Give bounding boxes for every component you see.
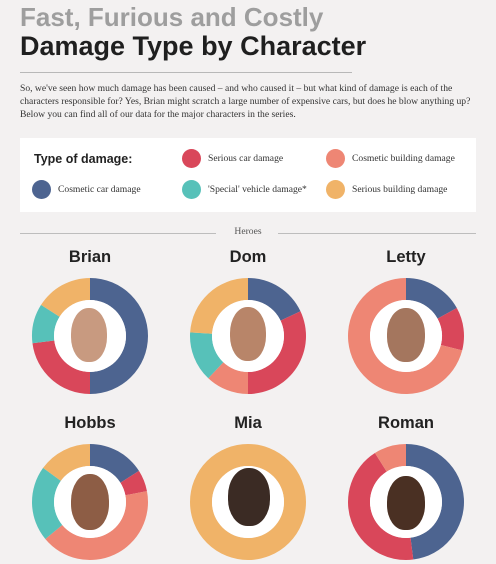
donut-segment-dom-cosmetic-building-damage (208, 362, 248, 394)
donut-chart-letty (348, 278, 464, 394)
portrait-hobbs (71, 474, 109, 530)
legend-box: Type of damage: Serious car damage Cosme… (20, 138, 476, 212)
section-line-left (20, 233, 216, 234)
donut-segment-dom-serious-building-damage (190, 278, 248, 334)
character-name-roman: Roman (378, 414, 434, 432)
section-label-heroes: Heroes (234, 226, 262, 237)
legend-heading: Type of damage: (34, 152, 133, 166)
legend-dot-cosmetic-building (326, 149, 345, 168)
character-name-mia: Mia (234, 414, 262, 432)
legend-label-serious-building: Serious building damage (352, 184, 448, 195)
portrait-mia (228, 468, 270, 526)
donut-segment-letty-serious-car-damage (437, 308, 464, 351)
portrait-roman (387, 476, 425, 530)
legend-item-serious-building: Serious building damage (326, 180, 447, 199)
donut-segment-hobbs-cosmetic-building-damage (45, 491, 148, 560)
section-divider-heroes: Heroes (20, 226, 476, 240)
donut-segment-brian-cosmetic-car-damage (90, 278, 148, 394)
legend-dot-serious-building (326, 180, 345, 199)
donut-segment-letty-cosmetic-car-damage (406, 278, 457, 319)
portrait-brian (71, 308, 107, 362)
portrait-dom (230, 307, 266, 361)
donut-segment-dom-special-vehicle-damage (190, 332, 224, 379)
legend-item-cosmetic-car: Cosmetic car damage (32, 180, 141, 199)
donut-segment-dom-cosmetic-car-damage (248, 278, 301, 321)
character-name-hobbs: Hobbs (64, 414, 116, 432)
intro-paragraph: So, we've seen how much damage has been … (20, 83, 471, 120)
donut-segment-hobbs-cosmetic-car-damage (90, 444, 139, 483)
legend-dot-special-vehicle (182, 180, 201, 199)
portrait-letty (387, 308, 425, 362)
section-line-right (278, 233, 476, 234)
legend-dot-serious-car (182, 149, 201, 168)
donut-segment-roman-serious-car-damage (348, 453, 414, 560)
donut-segment-roman-cosmetic-car-damage (406, 444, 464, 560)
legend-label-serious-car: Serious car damage (208, 153, 284, 164)
legend-dot-cosmetic-car (32, 180, 51, 199)
donut-segment-brian-special-vehicle-damage (32, 304, 60, 344)
donut-segment-mia-serious-building-damage (190, 444, 306, 560)
character-name-dom: Dom (229, 248, 267, 266)
title-line-1: Fast, Furious and Costly (20, 2, 324, 32)
donut-segment-hobbs-special-vehicle-damage (32, 467, 63, 539)
donut-segment-hobbs-serious-car-damage (120, 470, 147, 496)
legend-item-special-vehicle: 'Special' vehicle damage* (182, 180, 307, 199)
character-name-letty: Letty (386, 248, 426, 266)
donut-segment-dom-serious-car-damage (248, 311, 306, 394)
donut-segment-brian-serious-car-damage (32, 340, 90, 394)
donut-segment-hobbs-serious-building-damage (43, 444, 90, 481)
legend-label-special-vehicle: 'Special' vehicle damage* (208, 184, 307, 195)
title-divider (20, 72, 352, 73)
legend-item-serious-car: Serious car damage (182, 149, 283, 168)
legend-item-cosmetic-building: Cosmetic building damage (326, 149, 455, 168)
donut-segment-letty-cosmetic-building-damage (348, 278, 463, 394)
donut-segment-brian-serious-building-damage (41, 278, 90, 317)
legend-label-cosmetic-car: Cosmetic car damage (58, 184, 141, 195)
character-name-brian: Brian (68, 248, 112, 266)
legend-label-cosmetic-building: Cosmetic building damage (352, 153, 455, 164)
donut-segment-roman-cosmetic-building-damage (374, 444, 406, 472)
title-line-2: Damage Type by Character (20, 31, 367, 61)
